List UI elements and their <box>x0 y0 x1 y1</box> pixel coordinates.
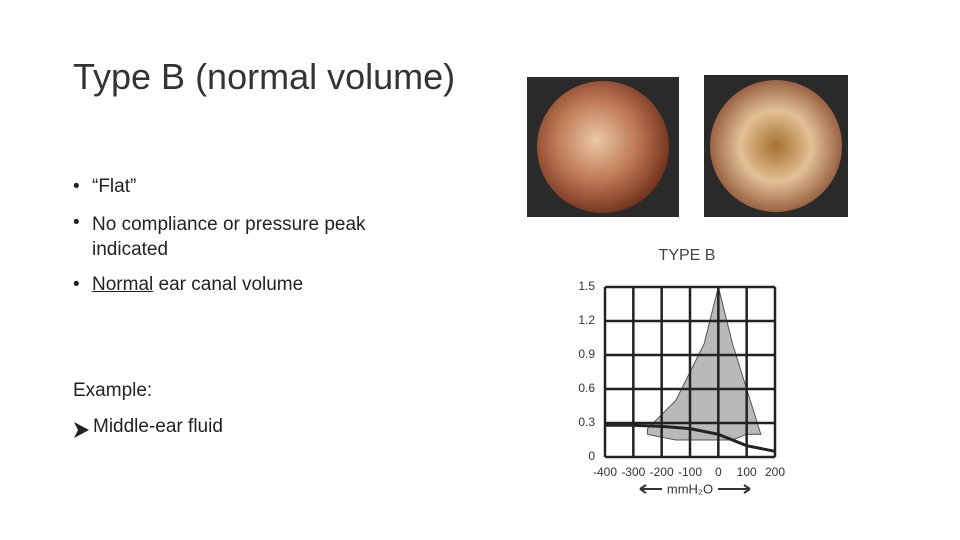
text: ear canal volume <box>153 274 304 295</box>
x-tick-label: 100 <box>737 465 757 479</box>
eardrum-photo <box>710 80 842 212</box>
bullet-dot: • <box>73 274 80 295</box>
y-tick-label: 1.5 <box>578 279 595 293</box>
x-tick-label: -300 <box>621 465 645 479</box>
bullet: No compliance or pressure peak indicated <box>92 214 366 260</box>
x-tick-label: -200 <box>650 465 674 479</box>
bullet-dot: • <box>73 212 80 233</box>
y-tick-label: 0.6 <box>578 381 595 395</box>
y-tick-label: 0 <box>588 449 595 463</box>
x-axis-label: mmH₂O <box>667 481 713 496</box>
example-label: Example: <box>73 380 153 401</box>
eardrum-photo <box>537 81 669 213</box>
y-tick-label: 0.3 <box>578 415 595 429</box>
arrow-bullet <box>74 422 89 438</box>
x-tick-label: 0 <box>715 465 722 479</box>
chart-title: TYPE B <box>659 247 716 264</box>
axis-arrows <box>639 484 751 494</box>
x-tick-label: -400 <box>593 465 617 479</box>
bullet: Normal ear canal volume <box>92 274 303 296</box>
y-tick-label: 0.9 <box>578 347 595 361</box>
x-tick-label: 200 <box>765 465 785 479</box>
x-tick-label: -100 <box>678 465 702 479</box>
bullet-dot: • <box>73 176 80 197</box>
slide-title: Type B (normal volume) <box>73 56 456 97</box>
bullet: “Flat” <box>92 176 137 197</box>
underlined-text: Normal <box>92 274 154 295</box>
example-item: Middle-ear fluid <box>93 416 223 437</box>
y-tick-label: 1.2 <box>578 313 595 327</box>
tympanogram-line <box>605 423 776 453</box>
normal-range-area <box>647 286 762 441</box>
